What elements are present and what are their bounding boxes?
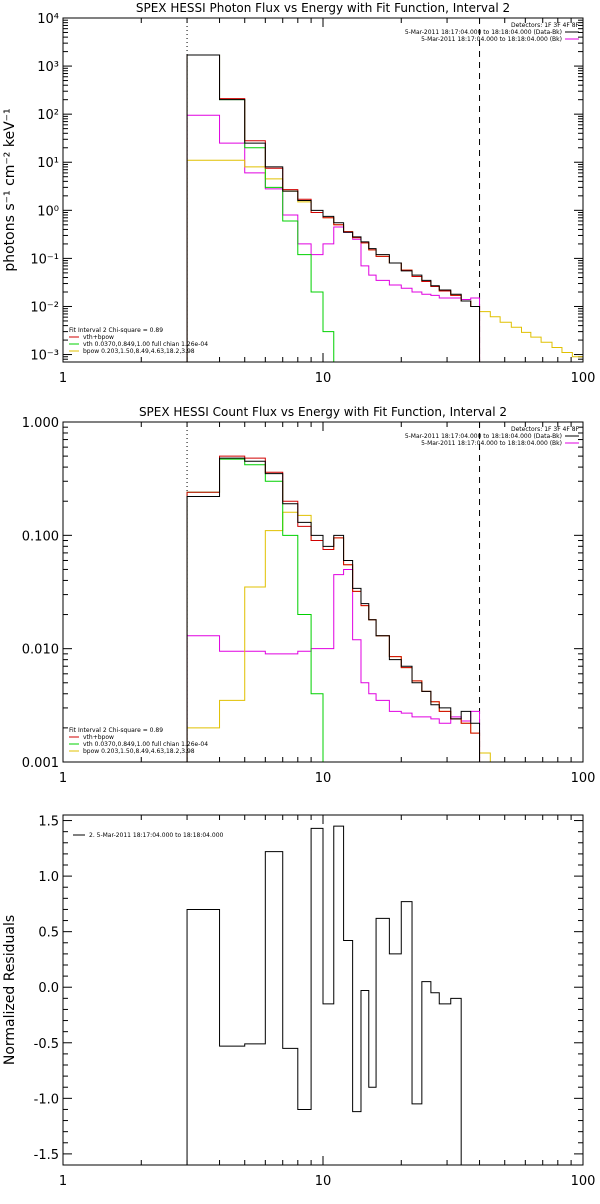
- y-tick-label: 0.001: [22, 756, 59, 771]
- legend-fit-header: Fit Interval 2 Chi-square = 0.89: [69, 727, 163, 734]
- series-background-line: [186, 114, 481, 362]
- y-tick-label: 0.5: [38, 926, 59, 941]
- x-tick-label: 10: [315, 771, 332, 786]
- series-background-line: [186, 568, 481, 762]
- series-vth-line: [186, 54, 335, 362]
- series-model_total-line: [186, 54, 481, 362]
- y-tick-label: 0.010: [22, 643, 59, 658]
- plot-frame: [62, 814, 584, 1166]
- series-vth-line: [186, 458, 335, 762]
- x-tick-label: 100: [571, 371, 596, 386]
- legend-fit-label: vth 0.0370,0.849,1.00 full chian 1.26e-0…: [83, 341, 208, 348]
- y-tick-label: -0.5: [34, 1037, 59, 1052]
- x-tick-label: 1: [59, 771, 67, 786]
- x-tick-label: 10: [315, 371, 332, 386]
- y-tick-label: 10⁰: [37, 204, 59, 219]
- chart-title: SPEX HESSI Photon Flux vs Energy with Fi…: [136, 1, 510, 15]
- plot-frame: [62, 421, 584, 763]
- y-tick-label: 1.5: [38, 815, 59, 830]
- series-group: [186, 455, 491, 762]
- legend-entry-label: 2. 5-Mar-2011 18:17:04.000 to 18:18:04.0…: [89, 832, 224, 839]
- legend-entry-label: 5-Mar-2011 18:17:04.000 to 18:18:04.000 …: [405, 29, 562, 36]
- series-bpow-line: [186, 511, 491, 762]
- legend-fit-label: vth+bpow: [83, 734, 114, 741]
- x-tick-label: 1: [59, 371, 67, 386]
- y-tick-label: -1.5: [34, 1148, 59, 1163]
- series-bpow-line: [186, 159, 583, 362]
- series-model_total-line: [186, 455, 481, 762]
- legend-entry-label: 5-Mar-2011 18:17:04.000 to 18:18:04.000 …: [421, 36, 562, 43]
- y-axis-label: photons s⁻¹ cm⁻² keV⁻¹: [2, 108, 18, 271]
- x-tick-label: 10: [315, 1174, 332, 1189]
- y-tick-label: 10⁻¹: [30, 252, 59, 267]
- series-data-line: [186, 54, 481, 362]
- legend-header: Detectors: 1F 3F 4F 8F: [511, 426, 580, 433]
- x-tick-label: 100: [571, 771, 596, 786]
- chart-title: SPEX HESSI Count Flux vs Energy with Fit…: [139, 405, 507, 419]
- panel-2: SPEX HESSI Count Flux vs Energy with Fit…: [22, 405, 596, 786]
- y-tick-label: 10²: [37, 108, 59, 123]
- y-axis-label: Normalized Residuals: [2, 915, 18, 1065]
- y-tick-label: 1.000: [22, 416, 59, 431]
- legend-fit-label: vth+bpow: [83, 334, 114, 341]
- legend-fit-label: bpow 0.203,1.50,8.49,4.63,18.2,3.98: [83, 348, 195, 355]
- legend-fit-label: vth 0.0370,0.849,1.00 full chian 1.26e-0…: [83, 741, 208, 748]
- series-data-line: [186, 457, 481, 762]
- y-tick-label: 10³: [37, 60, 59, 75]
- plot-frame: [62, 17, 584, 363]
- panel-1: SPEX HESSI Photon Flux vs Energy with Fi…: [2, 1, 595, 386]
- y-tick-label: 10⁻³: [30, 349, 59, 364]
- y-tick-label: 10⁻²: [30, 300, 59, 315]
- legend-header: Detectors: 1F 3F 4F 8F: [511, 22, 580, 29]
- x-tick-label: 1: [59, 1174, 67, 1189]
- y-tick-label: -1.0: [34, 1092, 59, 1107]
- y-tick-label: 10¹: [37, 156, 59, 171]
- legend-fit-header: Fit Interval 2 Chi-square = 0.89: [69, 327, 163, 334]
- series-group: [186, 825, 481, 1165]
- legend-fit-label: bpow 0.203,1.50,8.49,4.63,18.2,3.98: [83, 748, 195, 755]
- y-tick-label: 1.0: [38, 870, 59, 885]
- y-tick-label: 10⁴: [37, 12, 59, 27]
- series-residuals-line: [186, 825, 481, 1165]
- legend-entry-label: 5-Mar-2011 18:17:04.000 to 18:18:04.000 …: [405, 433, 562, 440]
- x-tick-label: 100: [571, 1174, 596, 1189]
- panel-3: Normalized Residuals 1 10 100 -1.5 -1.0 -0.5 0.…: [2, 814, 596, 1189]
- y-tick-label: 0.100: [22, 529, 59, 544]
- y-tick-label: 0.0: [38, 981, 59, 996]
- series-group: [186, 54, 583, 362]
- legend-entry-label: 5-Mar-2011 18:17:04.000 to 18:18:04.000 …: [421, 440, 562, 447]
